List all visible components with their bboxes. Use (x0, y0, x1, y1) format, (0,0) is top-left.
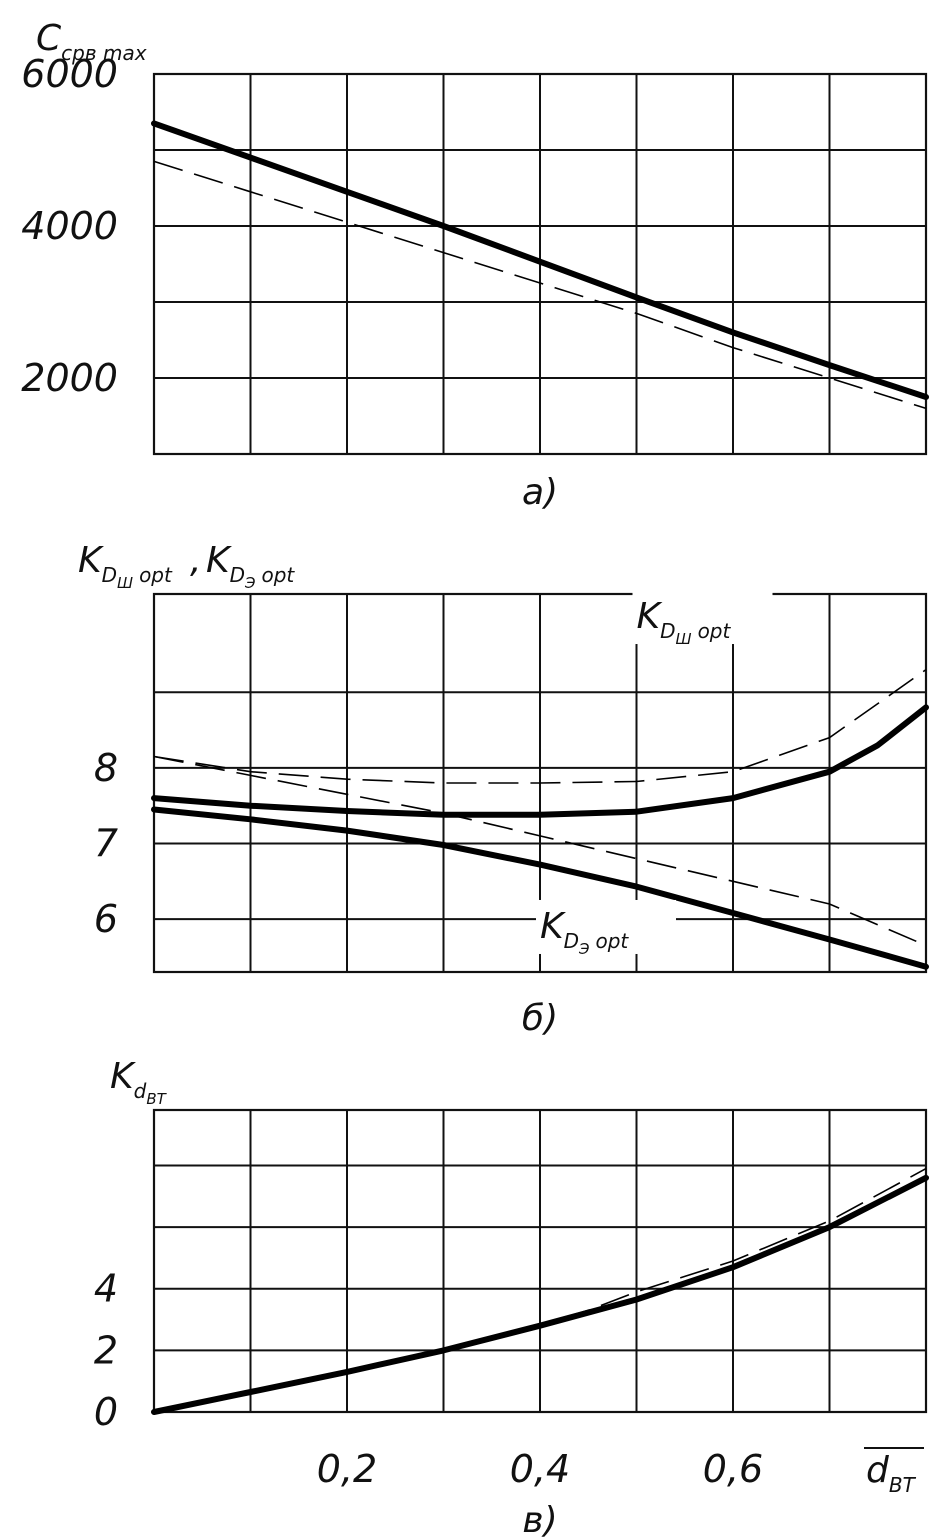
plot-frame (152, 72, 928, 456)
y-axis-label-sub: срв max (61, 41, 147, 65)
y-tick-label-2: 0 (94, 1390, 118, 1434)
series-line-0 (151, 1174, 929, 1415)
plot-frame (152, 592, 928, 974)
y-axis-label-base: K (110, 1056, 136, 1097)
y-axis-label-0-base: K (78, 540, 104, 581)
series-line-1 (151, 806, 929, 970)
chart-caption: а) (522, 472, 558, 513)
y-tick-label-1: 4000 (21, 204, 118, 248)
curve-label-1-sub: D (564, 929, 579, 953)
curve-label-0-sub: D (660, 619, 675, 643)
annotation-bg-0 (632, 590, 773, 645)
curve-label-1-base: K (540, 906, 566, 947)
series-line-3 (153, 755, 927, 947)
curve-label-1-tail: opt (596, 929, 630, 953)
y-axis-label: Cсрв max (36, 18, 147, 65)
plot-frame (152, 1108, 928, 1414)
y-axis-label-1-subsub: Э (244, 574, 256, 592)
curve-label-0-subsub: Ш (676, 630, 692, 648)
chart-caption: б) (522, 998, 558, 1039)
y-axis-label: KdВТ (110, 1056, 168, 1108)
y-axis-label-1: KDЭ opt (206, 540, 295, 592)
curve-label-0-base: K (637, 596, 663, 637)
x-axis-label-base: d (866, 1450, 890, 1491)
y-tick-label-2: 6 (94, 897, 118, 941)
y-tick-label-0: 6000 (21, 52, 118, 96)
chart-a: 6000 4000 2000 Cсрв max а) (21, 18, 929, 513)
series-line-0 (151, 704, 929, 818)
y-axis-label-1-base: K (206, 540, 232, 581)
y-tick-label-1: 2 (94, 1328, 118, 1372)
y-axis-label-base: C (36, 18, 62, 59)
y-tick-label-2: 2000 (21, 356, 118, 400)
y-axis-label-0-subsub: Ш (117, 574, 133, 592)
chart-caption: в) (522, 1500, 557, 1538)
x-tick-label-1: 0,4 (510, 1447, 570, 1491)
y-axis-label-1-tail: opt (262, 563, 296, 587)
y-axis-label-1-sub: D (230, 563, 245, 587)
series-line-0 (151, 120, 929, 400)
x-axis-label-sub: ВТ (889, 1473, 917, 1497)
x-tick-label-2: 0,6 (703, 1447, 763, 1491)
y-tick-label-0: 8 (94, 746, 118, 790)
y-axis-label-0-tail: opt (139, 563, 173, 587)
annotation-bg-1 (536, 899, 676, 954)
x-axis-label: dВТ (866, 1450, 917, 1497)
x-tick-label-0: 0,2 (317, 1447, 377, 1491)
series-line-2 (153, 668, 927, 784)
y-axis-label-0: KDШ opt (78, 540, 173, 592)
curve-label-0-tail: opt (698, 619, 732, 643)
y-tick-label-0: 4 (94, 1267, 118, 1311)
y-axis-label-sub: d (134, 1079, 147, 1103)
y-axis-label-subsub: ВТ (146, 1090, 167, 1108)
y-tick-label-1: 7 (94, 821, 118, 865)
series-line-1 (153, 160, 927, 410)
curve-label-0: KDШ opt (637, 596, 732, 648)
curve-label-1-subsub: Э (578, 940, 590, 958)
y-axis-label-separator: , (190, 540, 201, 581)
series-line-1 (520, 1167, 927, 1332)
curve-label-1: KDЭ opt (540, 906, 629, 958)
y-axis-label-0-sub: D (102, 563, 117, 587)
